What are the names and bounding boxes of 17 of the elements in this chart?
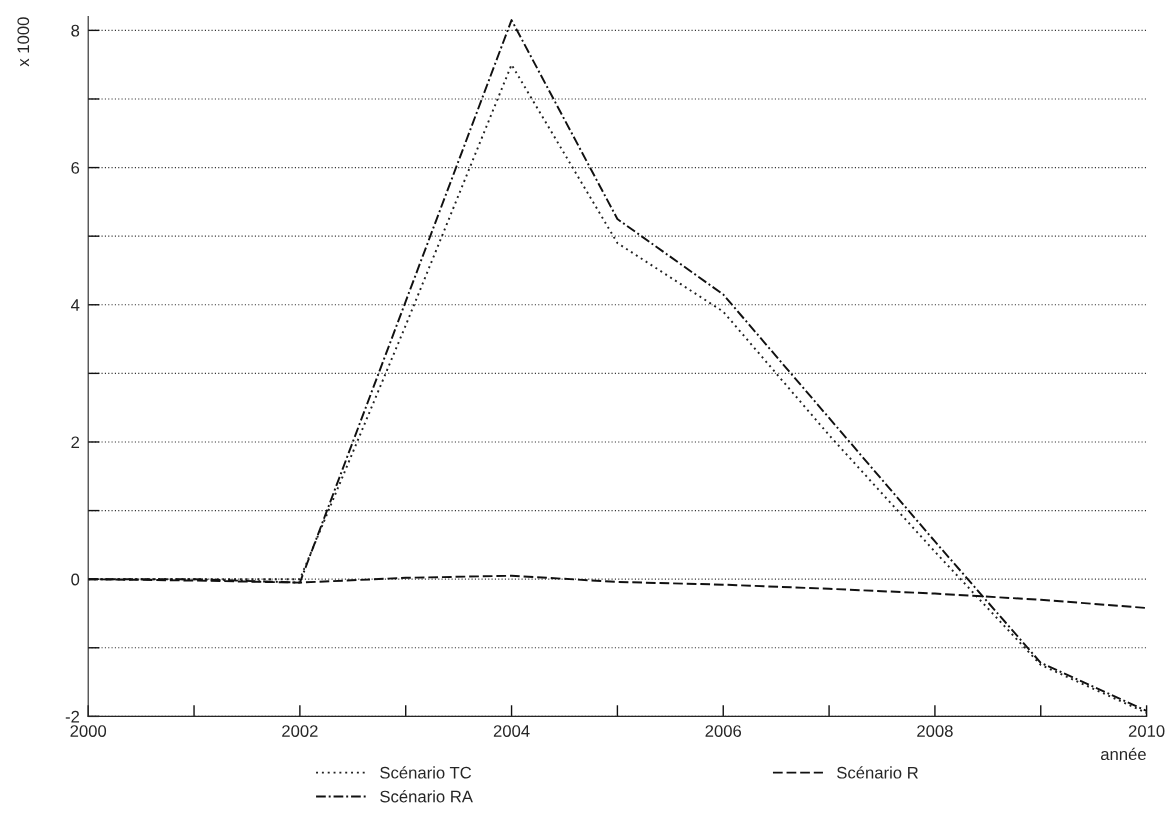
y-tick-label: 8 xyxy=(71,24,80,37)
x-tick-label: 2002 xyxy=(282,725,318,737)
y-tick-label: 2 xyxy=(71,436,80,449)
y-tick-label: 6 xyxy=(71,161,80,174)
x-tick-label: 2000 xyxy=(70,725,107,737)
legend-label: Scénario TC xyxy=(380,766,472,779)
y-tick-label: -2 xyxy=(65,710,80,723)
y-tick-label: 0 xyxy=(71,573,80,586)
legend-label: Scénario R xyxy=(837,766,918,779)
y-tick-label: 4 xyxy=(70,299,80,311)
legend-label: Scénario RA xyxy=(380,790,473,803)
y-axis-title: x 1000 xyxy=(17,17,30,67)
x-axis-title: année xyxy=(1100,747,1146,761)
x-tick-label: 2008 xyxy=(917,725,953,737)
x-tick-label: 2004 xyxy=(493,725,530,737)
x-tick-label: 2010 xyxy=(1128,725,1165,737)
x-tick-label: 2006 xyxy=(705,725,742,737)
